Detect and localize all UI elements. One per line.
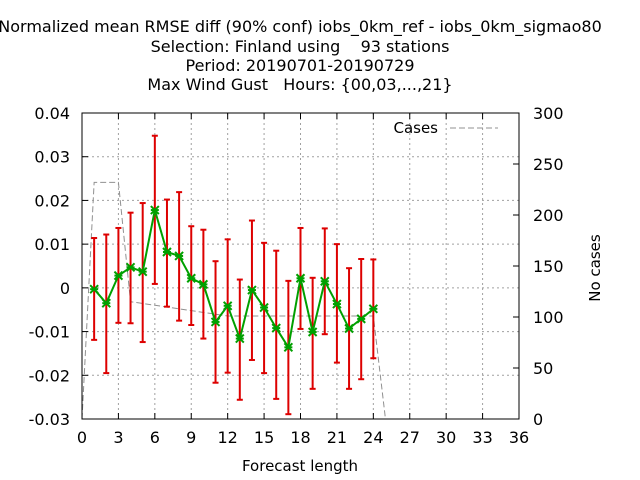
x-tick-label: 0 — [77, 428, 87, 447]
mean-line-layer — [93, 209, 374, 351]
x-tick-label: 3 — [113, 428, 123, 447]
data-point — [356, 314, 366, 324]
data-point — [235, 333, 245, 344]
y2-tick-label: 150 — [533, 257, 564, 276]
y2-tick-label: 250 — [533, 155, 564, 174]
chart-title: Normalized mean RMSE diff (90% conf) iob… — [0, 17, 602, 94]
y2-tick-label: 300 — [533, 104, 564, 123]
x-tick-label: 6 — [150, 428, 160, 447]
y2-tick-label: 0 — [533, 410, 543, 429]
plot-frame — [81, 112, 520, 420]
marker-layer — [89, 205, 379, 353]
y2-axis-label: No cases — [586, 234, 604, 302]
data-point — [198, 279, 209, 290]
x-tick-label: 15 — [254, 428, 274, 447]
data-point — [210, 317, 221, 327]
data-point — [283, 342, 294, 353]
mean-line — [93, 209, 374, 351]
data-point — [271, 323, 281, 333]
data-point — [101, 298, 111, 308]
data-point — [162, 247, 172, 257]
x-tick-label: 21 — [327, 428, 347, 447]
title-line-1: Normalized mean RMSE diff (90% conf) iob… — [0, 17, 602, 37]
x-tick-label: 24 — [363, 428, 383, 447]
y2-tick-label: 200 — [533, 206, 564, 225]
errbar-layer — [91, 134, 377, 416]
data-point — [320, 276, 330, 287]
legend-label-cases: Cases — [393, 119, 438, 137]
legend: Cases — [393, 119, 498, 137]
x-tick-label: 30 — [436, 428, 456, 447]
data-point — [368, 304, 379, 314]
data-point — [150, 205, 160, 215]
data-point — [344, 323, 354, 334]
axis-layer: 0 3 6 9 12 15 18 21 24 27 30 33 36-0.03-0.02-0.0100.… — [29, 104, 564, 447]
y-tick-label: 0.04 — [34, 104, 70, 123]
y-tick-label: -0.03 — [29, 410, 70, 429]
data-point — [125, 262, 136, 273]
y2-tick-label: 100 — [533, 308, 564, 327]
x-tick-label: 12 — [217, 428, 237, 447]
data-point — [307, 327, 318, 337]
data-point — [332, 299, 342, 309]
y-tick-label: 0.01 — [34, 235, 70, 254]
x-tick-label: 33 — [472, 428, 492, 447]
title-line-4: Max Wind Gust Hours: {00,03,...,21} — [147, 75, 452, 94]
data-point — [247, 285, 257, 295]
data-point — [259, 302, 269, 313]
x-tick-label: 9 — [186, 428, 196, 447]
data-point — [89, 284, 99, 294]
data-point — [295, 273, 306, 283]
data-point — [222, 301, 233, 311]
data-point — [186, 273, 196, 283]
x-tick-label: 27 — [400, 428, 420, 447]
data-point — [137, 266, 148, 277]
data-point — [174, 251, 184, 261]
title-line-2: Selection: Finland using 93 stations — [151, 37, 450, 56]
y-tick-label: 0.02 — [34, 191, 70, 210]
data-point — [113, 270, 124, 281]
y-tick-label: -0.02 — [29, 366, 70, 385]
y-tick-label: -0.01 — [29, 323, 70, 342]
x-axis-label: Forecast length — [242, 457, 358, 475]
x-tick-label: 36 — [509, 428, 529, 447]
title-line-3: Period: 20190701-20190729 — [185, 56, 414, 75]
y2-tick-label: 50 — [533, 359, 553, 378]
y-tick-label: 0 — [60, 279, 70, 298]
x-tick-label: 18 — [290, 428, 310, 447]
y-tick-label: 0.03 — [34, 148, 70, 167]
